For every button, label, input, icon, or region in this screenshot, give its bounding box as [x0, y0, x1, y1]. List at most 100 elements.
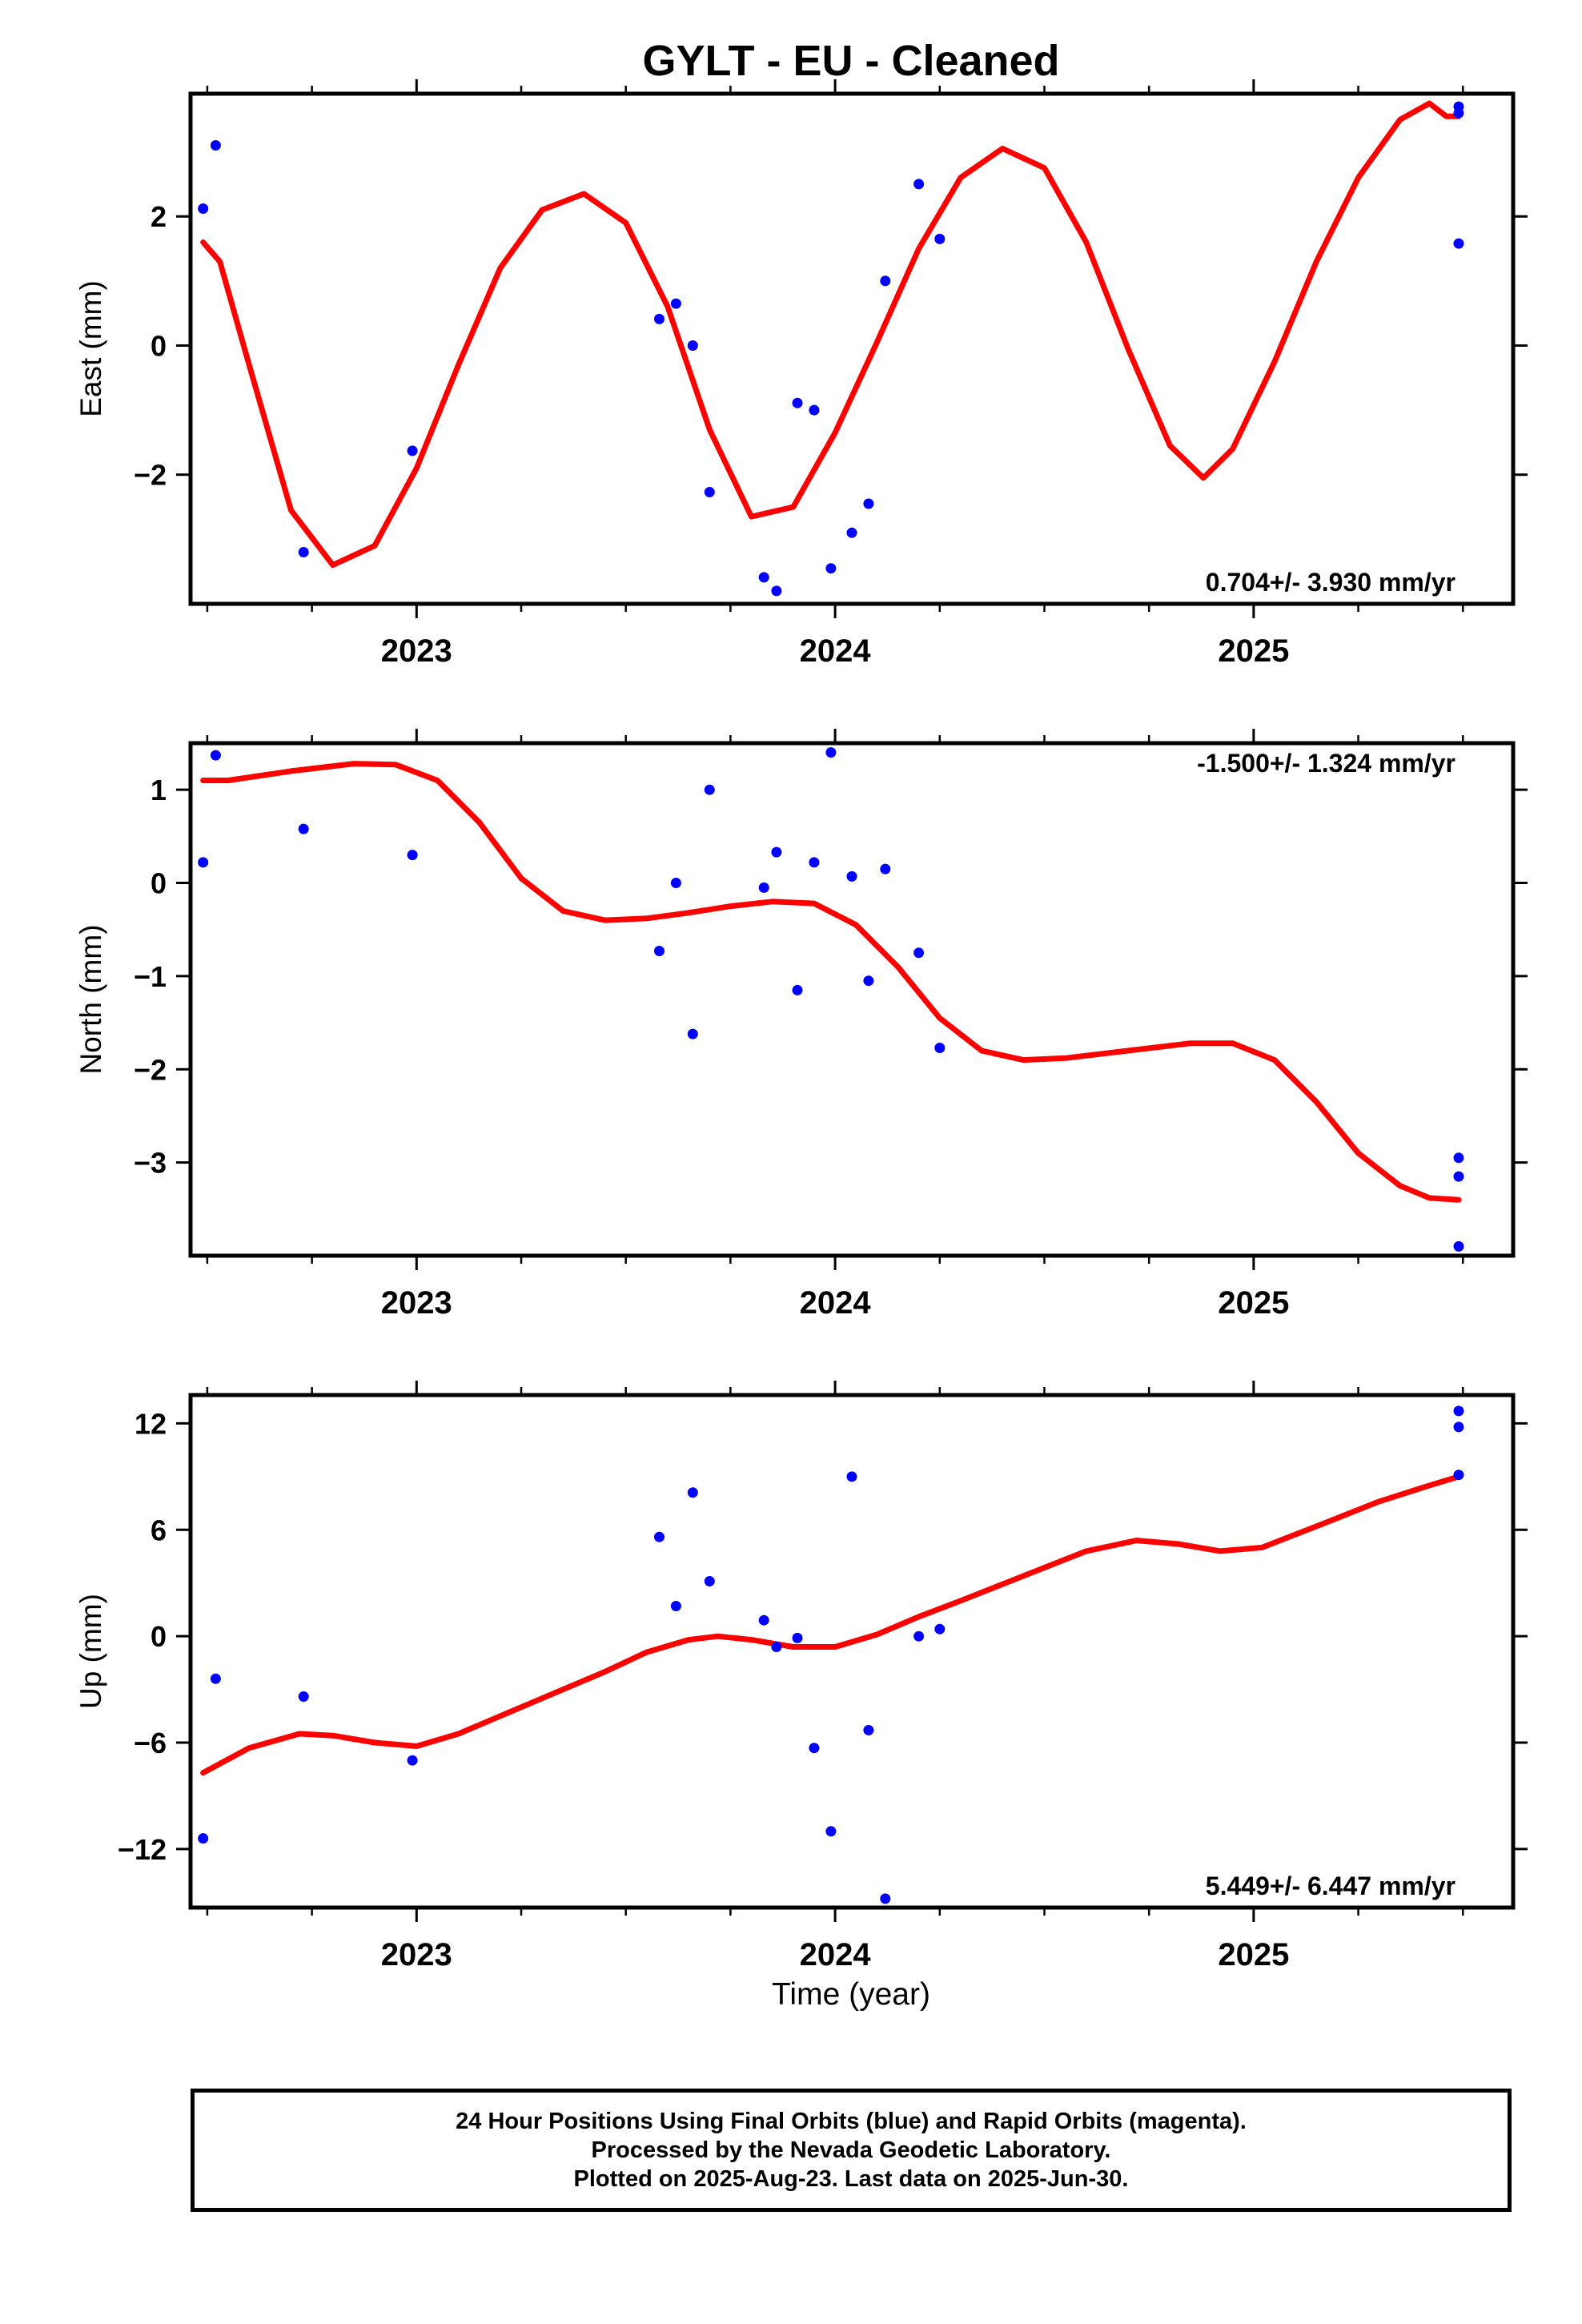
- data-point: [758, 572, 769, 583]
- footer-box: 24 Hour Positions Using Final Orbits (bl…: [191, 2089, 1512, 2212]
- rate-annotation: 5.449+/- 6.447 mm/yr: [1206, 1872, 1456, 1900]
- rate-annotation: -1.500+/- 1.324 mm/yr: [1197, 749, 1456, 778]
- data-point: [1453, 1405, 1464, 1417]
- y-tick-label: −6: [134, 1727, 167, 1759]
- panel-north: 2023 2024 2025 −3 −2 −1 0 1 North (mm) -1.500+/- …: [74, 729, 1528, 1321]
- data-point: [687, 1028, 698, 1039]
- data-point: [704, 784, 715, 795]
- y-axis-label: East (mm): [74, 280, 107, 417]
- data-point: [771, 585, 782, 597]
- y-tick-label: 2: [151, 200, 167, 233]
- data-point: [863, 498, 874, 509]
- data-point: [407, 1755, 418, 1766]
- data-point: [846, 870, 857, 882]
- y-axis-label: Up (mm): [74, 1594, 107, 1709]
- data-point: [771, 846, 782, 858]
- y-tick-label: 0: [151, 1620, 167, 1653]
- data-point: [198, 203, 209, 214]
- data-point: [880, 1893, 891, 1904]
- data-point: [407, 850, 418, 861]
- x-tick-label: 2024: [800, 1285, 872, 1321]
- data-point: [1453, 238, 1464, 249]
- data-point: [825, 747, 837, 758]
- data-point: [1453, 107, 1464, 119]
- y-tick-label: 6: [151, 1514, 167, 1546]
- fit-curve: [200, 100, 1462, 569]
- x-tick-label: 2023: [381, 633, 452, 669]
- data-point: [1453, 1171, 1464, 1182]
- panel-east: 2023 2024 2025 −2 0 2 East (mm) 0.704+/- 3.930 …: [74, 79, 1528, 669]
- data-point: [934, 1043, 946, 1053]
- y-tick-label: −2: [134, 1053, 167, 1086]
- x-tick-label: 2025: [1218, 1285, 1289, 1321]
- data-point: [704, 1576, 715, 1586]
- data-point: [758, 1614, 769, 1626]
- data-point: [670, 878, 681, 888]
- data-point: [210, 1673, 221, 1684]
- data-point: [771, 1642, 782, 1652]
- data-point: [1453, 1240, 1464, 1252]
- x-tick-label: 2025: [1218, 633, 1289, 669]
- x-tick-label: 2025: [1218, 1937, 1289, 1972]
- data-point: [934, 233, 946, 244]
- footer-line-3: Plotted on 2025-Aug-23. Last data on 202…: [573, 2166, 1129, 2192]
- data-point: [863, 975, 874, 987]
- data-point: [704, 487, 715, 497]
- y-tick-label: −1: [134, 960, 167, 993]
- data-point: [934, 1623, 946, 1634]
- plot-frame: [188, 91, 1516, 606]
- data-point: [863, 1725, 874, 1735]
- data-point: [210, 750, 221, 761]
- data-point: [825, 1826, 837, 1837]
- fit-curve: [200, 1474, 1462, 1776]
- x-axis-label: Time (year): [772, 1977, 930, 2012]
- y-tick-label: 0: [151, 867, 167, 900]
- data-point: [792, 397, 803, 408]
- data-point: [298, 547, 309, 557]
- y-tick-label: −3: [134, 1147, 167, 1180]
- y-tick-label: 0: [151, 329, 167, 362]
- data-point: [687, 340, 698, 351]
- data-point: [913, 947, 925, 959]
- x-tick-label: 2024: [800, 1937, 872, 1972]
- data-point: [210, 140, 221, 151]
- data-point: [846, 527, 857, 538]
- y-tick-label: 12: [135, 1407, 167, 1440]
- data-point: [1453, 1470, 1464, 1481]
- data-point: [298, 823, 309, 834]
- x-tick-label: 2023: [381, 1285, 452, 1321]
- data-point: [298, 1691, 309, 1702]
- data-point: [654, 313, 665, 324]
- fit-curve: [200, 761, 1462, 1203]
- data-point: [1453, 1421, 1464, 1433]
- data-point: [809, 404, 820, 416]
- data-point: [407, 445, 418, 456]
- data-point: [913, 179, 925, 190]
- footer-line-2: Processed by the Nevada Geodetic Laborat…: [591, 2137, 1111, 2163]
- plot-frame: [188, 1393, 1516, 1910]
- data-point: [687, 1487, 698, 1498]
- panels: 2023 2024 2025 −2 0 2 East (mm) 0.704+/- 3.930 …: [74, 79, 1528, 1972]
- x-tick-label: 2024: [800, 633, 872, 669]
- data-point: [880, 863, 891, 875]
- data-point: [1453, 1152, 1464, 1164]
- rate-annotation: 0.704+/- 3.930 mm/yr: [1206, 568, 1456, 597]
- data-point: [880, 275, 891, 287]
- y-axis-label: North (mm): [74, 924, 107, 1074]
- y-tick-label: 1: [151, 774, 167, 806]
- data-point: [670, 1601, 681, 1611]
- data-point: [670, 298, 681, 309]
- data-point: [809, 857, 820, 868]
- data-point: [809, 1743, 820, 1754]
- y-tick-label: −12: [118, 1833, 167, 1866]
- data-point: [792, 984, 803, 995]
- footer-line-1: 24 Hour Positions Using Final Orbits (bl…: [456, 2109, 1247, 2134]
- data-point: [654, 946, 665, 956]
- data-point: [198, 1833, 209, 1844]
- data-point: [825, 563, 837, 574]
- data-point: [792, 1632, 803, 1643]
- panel-up: 2023 2024 2025 −12 −6 0 6 12 Up (mm) 5.449+/- 6.4…: [74, 1381, 1528, 1972]
- chart-title: GYLT - EU - Cleaned: [642, 37, 1059, 85]
- y-tick-label: −2: [134, 459, 167, 492]
